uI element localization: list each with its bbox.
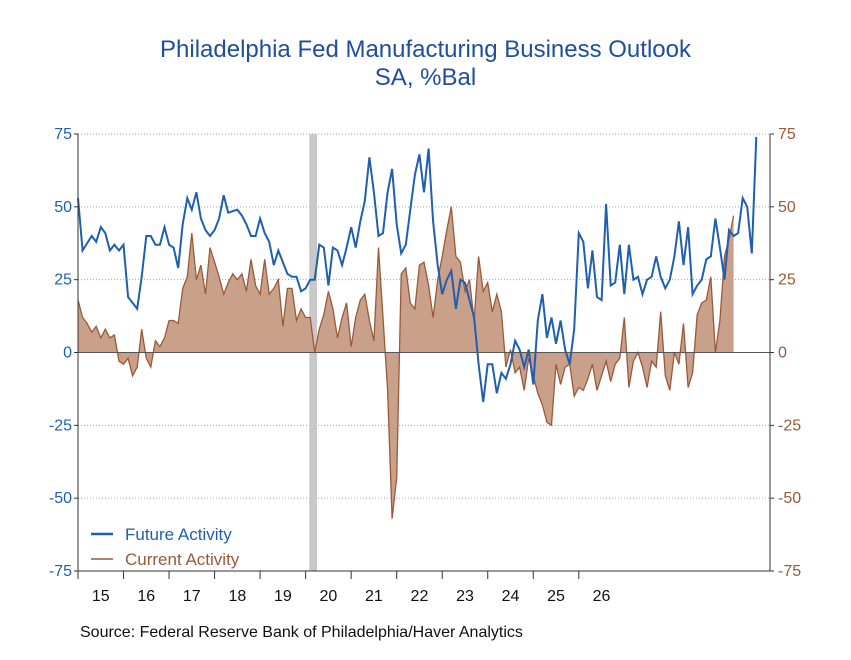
y-tick-label-right: -25: [778, 417, 801, 434]
future-activity-series: [77, 136, 758, 403]
source-note: Source: Federal Reserve Bank of Philadel…: [80, 624, 523, 641]
y-tick-label-left: 75: [54, 126, 72, 143]
y-tick-label-right: 25: [778, 272, 796, 289]
chart-subtitle: SA, %Bal: [374, 64, 477, 91]
x-tick-label: 21: [365, 588, 383, 605]
x-tick-label: 22: [411, 588, 429, 605]
current-activity-outline: [77, 206, 735, 519]
x-tick-label: 23: [456, 588, 474, 605]
x-tick-label: 25: [547, 588, 565, 605]
current-activity-fill: [78, 206, 734, 519]
y-tick-label-left: 25: [54, 272, 72, 289]
y-tick-label-left: 50: [54, 199, 72, 216]
axes: [74, 133, 774, 579]
future-activity-line: [77, 136, 758, 403]
x-tick-label: 26: [593, 588, 611, 605]
y-tick-label-right: 50: [778, 199, 796, 216]
y-tick-label-left: 0: [63, 345, 72, 362]
line-chart: 75 75 50 50 25 25 0 0 -25 -25 -50 -50 -75 -75 15 16 17 18…: [49, 126, 801, 605]
y-tick-label-right: 0: [778, 345, 787, 362]
x-tick-label: 18: [228, 588, 246, 605]
x-tick-label: 17: [183, 588, 201, 605]
x-tick-label: 15: [92, 588, 110, 605]
x-tick-label: 16: [137, 588, 155, 605]
y-tick-label-left: -75: [49, 563, 72, 580]
x-tick-label: 20: [319, 588, 337, 605]
legend-label-current: Current Activity: [125, 550, 240, 569]
legend: Future Activity Current Activity: [91, 525, 240, 569]
legend-label-future: Future Activity: [125, 525, 232, 544]
x-tick-label: 24: [502, 588, 520, 605]
y-tick-label-left: -25: [49, 417, 72, 434]
x-tick-label: 19: [274, 588, 292, 605]
y-tick-label-right: -75: [778, 563, 801, 580]
y-tick-label-right: 75: [778, 126, 796, 143]
tick-labels: 75 75 50 50 25 25 0 0 -25 -25 -50 -50 -75 -75 15 16 17 18…: [49, 126, 801, 605]
chart-title: Philadelphia Fed Manufacturing Business …: [160, 36, 691, 63]
y-tick-label-right: -50: [778, 490, 801, 507]
current-activity-area: [77, 206, 735, 519]
gridlines: [78, 133, 770, 499]
y-tick-label-left: -50: [49, 490, 72, 507]
